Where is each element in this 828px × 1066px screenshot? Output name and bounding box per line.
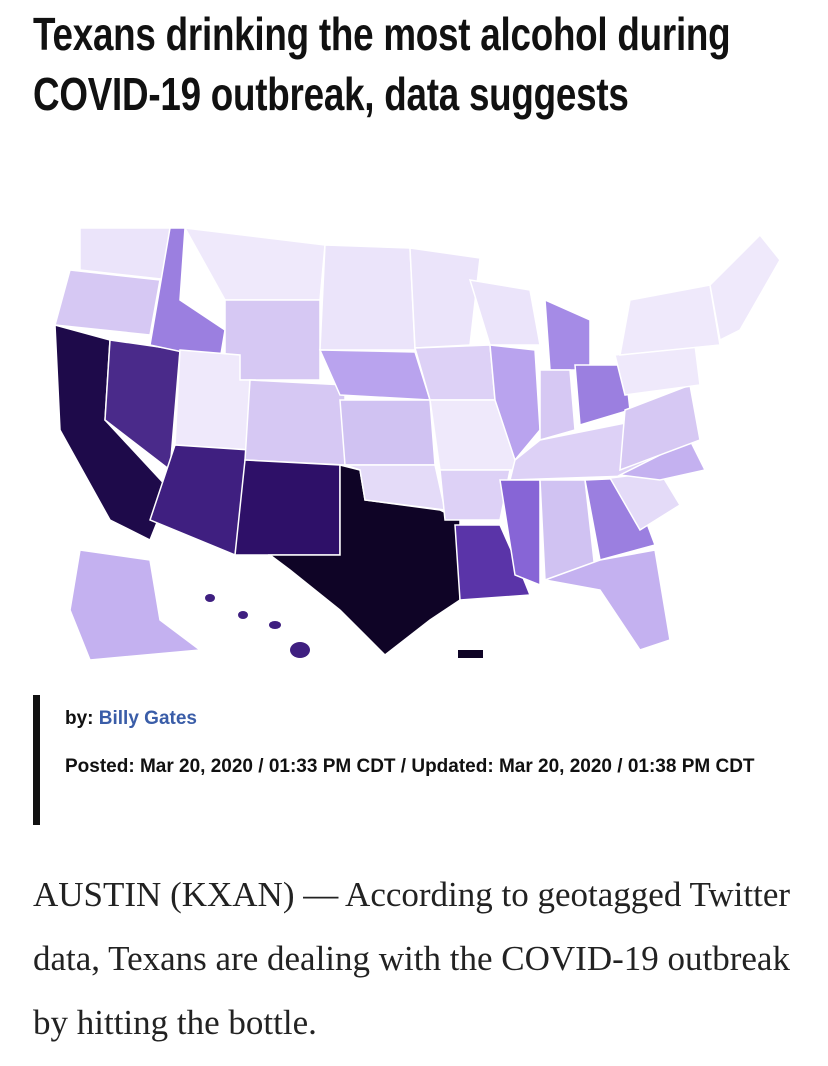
- state: [709, 233, 781, 342]
- state: [619, 284, 721, 356]
- state: [454, 524, 532, 601]
- state: [489, 344, 541, 462]
- state: [339, 399, 436, 466]
- byline-text: by: Billy Gates Posted: Mar 20, 2020 / 0…: [65, 695, 775, 791]
- state: [542, 549, 671, 651]
- state: [439, 469, 511, 521]
- state: [244, 379, 346, 466]
- author-link[interactable]: Billy Gates: [98, 708, 197, 729]
- state: [619, 383, 701, 472]
- state: [183, 227, 326, 301]
- state: [344, 464, 446, 511]
- author-label: by:: [65, 708, 94, 729]
- state: [69, 549, 203, 660]
- state: [544, 298, 591, 371]
- island: [205, 594, 215, 602]
- legend-swatch: [458, 650, 483, 658]
- posted-line: Posted: Mar 20, 2020 / 01:33 PM CDT / Up…: [65, 756, 755, 777]
- state: [539, 369, 576, 441]
- island: [290, 642, 310, 658]
- state: [319, 244, 416, 351]
- state: [409, 247, 481, 349]
- article-title: Texans drinking the most alcohol during …: [33, 8, 731, 120]
- byline: by: Billy Gates Posted: Mar 20, 2020 / 0…: [33, 695, 790, 825]
- island: [238, 611, 248, 619]
- state: [414, 344, 496, 401]
- state: [234, 459, 341, 556]
- article-body: AUSTIN (KXAN) — According to geotagged T…: [33, 875, 791, 1042]
- state: [499, 479, 541, 587]
- state: [468, 279, 541, 346]
- map-image: [54, 227, 781, 660]
- state: [54, 269, 161, 336]
- author-line: by: Billy Gates: [65, 695, 775, 743]
- island: [269, 621, 281, 629]
